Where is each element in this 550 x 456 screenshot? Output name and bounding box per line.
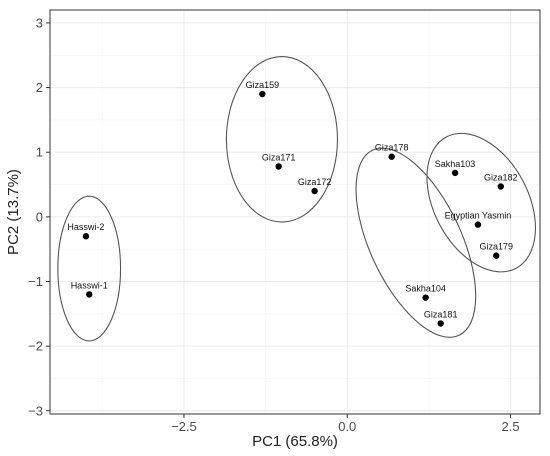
cluster-ellipse — [426, 132, 536, 273]
data-point — [311, 187, 318, 195]
x-tick-label: 0.0 — [338, 419, 356, 434]
data-point — [82, 233, 90, 240]
point-label: Giza182 — [484, 172, 518, 182]
y-tick-label: 2 — [36, 80, 43, 95]
x-tick-label: −2.5 — [171, 419, 197, 434]
plot-panel — [50, 10, 540, 414]
point-label: Giza172 — [298, 177, 332, 187]
data-point — [474, 221, 482, 228]
data-point — [275, 163, 282, 170]
point-label: Egyptian Yasmin — [445, 211, 512, 221]
point-label: Giza179 — [479, 242, 513, 252]
cluster-ellipse — [225, 55, 339, 223]
data-point — [493, 252, 500, 259]
grid-lines — [50, 10, 540, 414]
data-points — [82, 90, 504, 327]
y-tick-label: −1 — [28, 274, 43, 289]
data-point — [388, 153, 395, 160]
cluster-ellipse — [355, 147, 477, 338]
data-point — [437, 320, 444, 327]
point-label: Hasswi-1 — [71, 280, 108, 290]
data-point — [422, 294, 429, 301]
point-label: Giza171 — [262, 152, 296, 162]
y-tick-label: −3 — [28, 403, 43, 418]
point-label: Giza159 — [246, 80, 280, 90]
plot-border — [49, 9, 541, 415]
data-point — [497, 183, 504, 190]
y-axis-title: PC2 (13.7%) — [5, 169, 22, 255]
cluster-ellipses — [57, 55, 536, 342]
cluster-ellipse — [57, 195, 122, 342]
y-tick-label: 0 — [36, 209, 43, 224]
point-label: Sakha104 — [405, 284, 446, 294]
y-tick-label: 1 — [36, 145, 43, 160]
point-label: Giza181 — [424, 310, 458, 320]
point-label: Sakha103 — [435, 159, 476, 169]
point-label: Hasswi-2 — [67, 222, 104, 232]
x-tick-label: 2.5 — [502, 419, 520, 434]
point-label: Giza178 — [375, 143, 409, 153]
y-tick-label: 3 — [36, 15, 43, 30]
data-point — [86, 291, 93, 298]
point-labels: Hasswi-2 Hasswi-1 Giza159 Giza171 Giza172 Giz… — [67, 80, 517, 319]
x-axis-title: PC1 (65.8%) — [252, 433, 338, 450]
y-tick-label: −2 — [28, 339, 43, 354]
axes: −2.5 0.0 2.5 −3 −2 −1 0 1 2 3 — [28, 15, 519, 434]
data-point — [259, 90, 266, 98]
data-point — [451, 169, 459, 177]
